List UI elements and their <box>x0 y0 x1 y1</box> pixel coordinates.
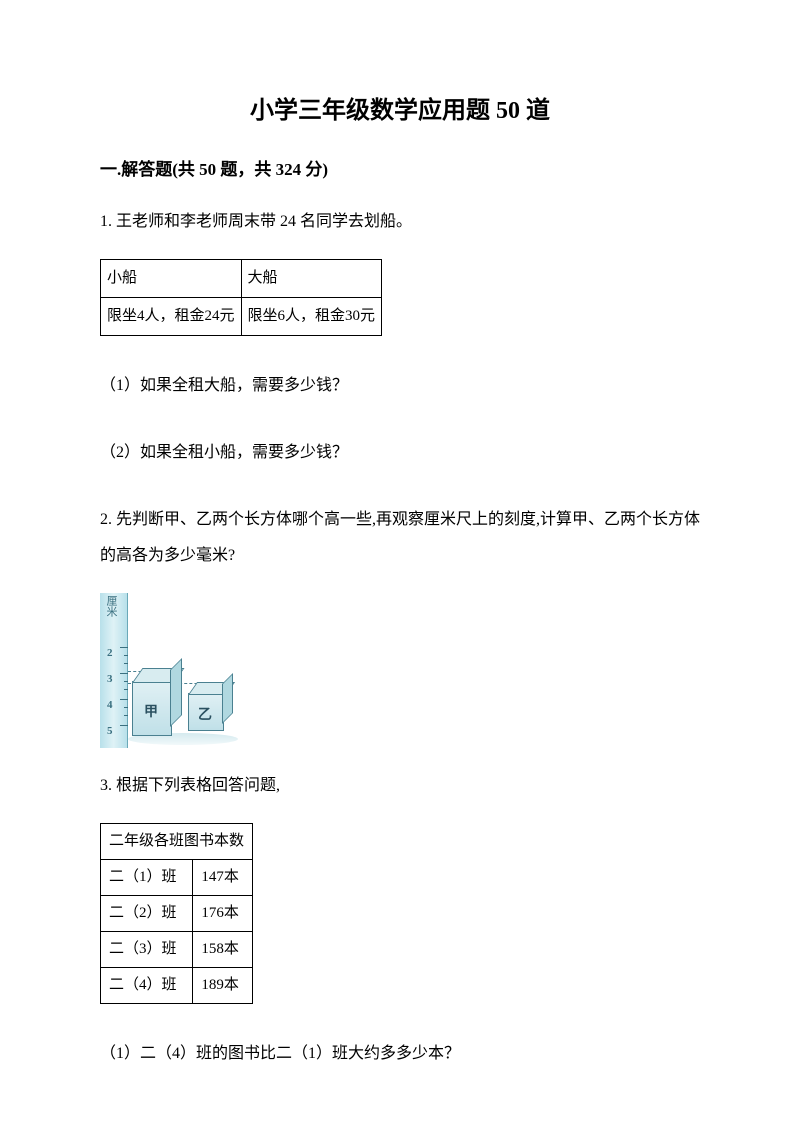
ruler-tick <box>120 647 128 648</box>
problem-1-sub-2: （2）如果全租小船，需要多少钱？ <box>100 435 700 470</box>
table-cell: 147本 <box>193 859 253 895</box>
table-cell: 189本 <box>193 967 253 1003</box>
table-title-cell: 二年级各班图书本数 <box>101 823 253 859</box>
table-row: 二（3）班 158本 <box>101 931 253 967</box>
table-cell: 限坐4人，租金24元 <box>101 297 242 335</box>
ruler-number: 2 <box>107 641 113 665</box>
table-cell: 158本 <box>193 931 253 967</box>
boat-price-table: 小船 大船 限坐4人，租金24元 限坐6人，租金30元 <box>100 259 382 336</box>
ruler-minor-tick <box>124 707 128 708</box>
table-cell: 二（3）班 <box>101 931 193 967</box>
table-cell: 176本 <box>193 895 253 931</box>
problem-2-text: 2. 先判断甲、乙两个长方体哪个高一些,再观察厘米尺上的刻度,计算甲、乙两个长方… <box>100 502 700 572</box>
ruler-number: 5 <box>107 719 113 743</box>
ruler-cubes-figure: 厘米 2 3 4 5 甲 乙 <box>100 593 235 748</box>
ruler-minor-tick <box>124 655 128 656</box>
ruler-minor-tick <box>124 715 128 716</box>
table-cell: 二（2）班 <box>101 895 193 931</box>
section-header: 一.解答题(共 50 题，共 324 分) <box>100 155 700 186</box>
cube-jia-label: 甲 <box>144 698 158 729</box>
ruler-minor-tick <box>124 681 128 682</box>
table-row: 限坐4人，租金24元 限坐6人，租金30元 <box>101 297 382 335</box>
problem-1: 1. 王老师和李老师周末带 24 名同学去划船。 小船 大船 限坐4人，租金24… <box>100 204 700 471</box>
table-cell: 小船 <box>101 259 242 297</box>
ruler-tick <box>120 673 128 674</box>
table-row: 二（2）班 176本 <box>101 895 253 931</box>
table-row: 二年级各班图书本数 <box>101 823 253 859</box>
problem-3-sub-1: （1）二（4）班的图书比二（1）班大约多多少本？ <box>100 1036 700 1071</box>
problem-1-sub-1: （1）如果全租大船，需要多少钱？ <box>100 368 700 403</box>
problem-3: 3. 根据下列表格回答问题, 二年级各班图书本数 二（1）班 147本 二（2）… <box>100 768 700 1071</box>
table-cell: 限坐6人，租金30元 <box>241 297 382 335</box>
problem-2: 2. 先判断甲、乙两个长方体哪个高一些,再观察厘米尺上的刻度,计算甲、乙两个长方… <box>100 502 700 747</box>
books-table: 二年级各班图书本数 二（1）班 147本 二（2）班 176本 二（3）班 15… <box>100 823 253 1004</box>
ruler-minor-tick <box>124 663 128 664</box>
ruler-number: 3 <box>107 667 113 691</box>
ruler-tick <box>120 725 128 726</box>
ruler-minor-tick <box>124 689 128 690</box>
problem-1-text: 1. 王老师和李老师周末带 24 名同学去划船。 <box>100 204 700 239</box>
cube-yi-label: 乙 <box>198 701 212 732</box>
page-title: 小学三年级数学应用题 50 道 <box>100 90 700 133</box>
table-cell: 二（1）班 <box>101 859 193 895</box>
table-cell: 二（4）班 <box>101 967 193 1003</box>
problem-3-text: 3. 根据下列表格回答问题, <box>100 768 700 803</box>
ruler-unit-label: 厘米 <box>105 595 116 617</box>
table-row: 二（4）班 189本 <box>101 967 253 1003</box>
ruler-number: 4 <box>107 693 113 717</box>
ruler-tick <box>120 699 128 700</box>
table-row: 二（1）班 147本 <box>101 859 253 895</box>
table-row: 小船 大船 <box>101 259 382 297</box>
table-cell: 大船 <box>241 259 382 297</box>
